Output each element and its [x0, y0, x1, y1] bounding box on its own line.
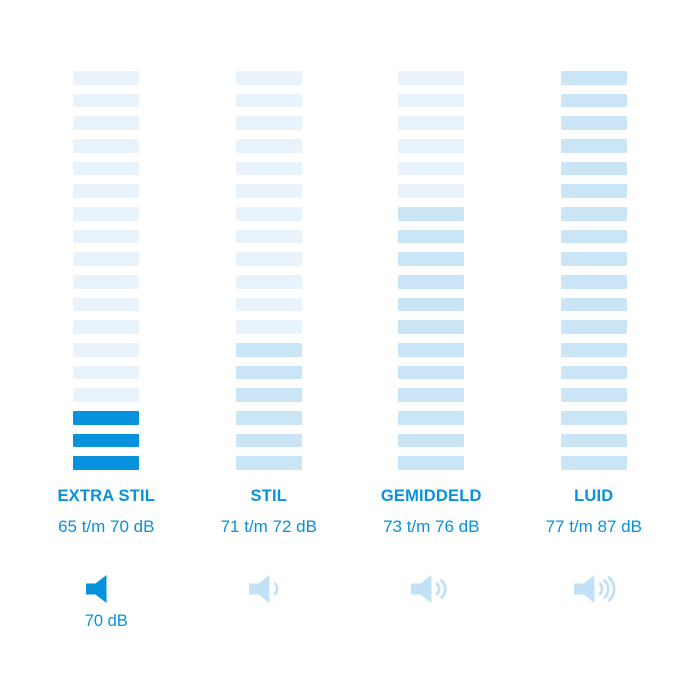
speaker-muted-icon [82, 572, 130, 606]
level-bar-segment [398, 297, 465, 312]
level-bar-segment [235, 456, 302, 470]
level-bar-segment [235, 433, 302, 448]
level-bar-segment [235, 184, 302, 198]
level-bar-segment [560, 343, 627, 357]
level-bar-segment [560, 297, 627, 312]
level-bar-segment [398, 275, 465, 289]
level-bar-segment [560, 229, 627, 244]
noise-level-columns: EXTRA STIL 65 t/m 70 dB 70 dB STIL 71 t/… [0, 71, 700, 631]
db-range-label: 73 t/m 76 dB [383, 517, 480, 536]
speaker-loud-volume-icon [570, 572, 618, 606]
level-bar-segment [73, 229, 140, 244]
level-bar-segment [560, 433, 627, 448]
level-bar-segment [73, 275, 140, 289]
db-range-label: 65 t/m 70 dB [58, 517, 155, 536]
level-bar-segment [73, 139, 140, 153]
level-bar-segment [73, 411, 140, 425]
level-bar-segment [235, 139, 302, 153]
level-bar-segment [398, 184, 465, 198]
column-stil: STIL 71 t/m 72 dB [221, 71, 317, 631]
level-bar-segment [235, 365, 302, 380]
level-bar-segment [73, 93, 140, 108]
category-label: EXTRA STIL [57, 487, 156, 505]
level-bar-segment [560, 71, 627, 85]
level-bar-segment [73, 365, 140, 380]
level-bar-segment [73, 161, 140, 176]
level-bar-segment [73, 184, 140, 198]
category-label: LUID [574, 487, 614, 505]
level-bar-segment [560, 93, 627, 108]
level-bar-segment [398, 161, 465, 176]
level-bar-segment [235, 93, 302, 108]
level-bar-segment [73, 456, 140, 470]
column-gemiddeld: GEMIDDELD 73 t/m 76 dB [381, 71, 481, 631]
level-bar-segment [73, 343, 140, 357]
level-bar-segment [398, 252, 465, 266]
level-bar-segment [73, 116, 140, 130]
level-bar-segment [398, 343, 465, 357]
level-bar-segment [235, 343, 302, 357]
level-bar-segment [235, 161, 302, 176]
level-bar-segment [235, 71, 302, 85]
level-bar-segment [235, 297, 302, 312]
level-bar-segment [73, 320, 140, 334]
level-bar-segment [73, 388, 140, 402]
level-bar-segment [560, 252, 627, 266]
level-bar-segment [235, 411, 302, 425]
level-bar-segment [560, 411, 627, 425]
speaker-medium-volume-icon [407, 572, 455, 606]
level-bar-segment [235, 388, 302, 402]
level-bar-segment [235, 229, 302, 244]
level-bar-segment [398, 116, 465, 130]
level-bar-segment [560, 320, 627, 334]
level-bar-stack [73, 71, 140, 470]
level-bar-segment [398, 411, 465, 425]
level-bar-segment [560, 116, 627, 130]
level-bar-segment [398, 207, 465, 221]
speaker-low-volume-icon [245, 572, 293, 606]
level-bar-segment [73, 433, 140, 448]
level-bar-segment [73, 252, 140, 266]
db-range-label: 71 t/m 72 dB [220, 517, 317, 536]
category-label: GEMIDDELD [380, 487, 482, 505]
level-bar-segment [398, 93, 465, 108]
category-label: STIL [250, 487, 288, 505]
level-bar-segment [398, 365, 465, 380]
level-bar-segment [560, 388, 627, 402]
level-bar-segment [398, 433, 465, 448]
level-bar-segment [560, 365, 627, 380]
level-bar-segment [73, 207, 140, 221]
level-bar-segment [560, 456, 627, 470]
level-bar-segment [398, 388, 465, 402]
level-bar-segment [398, 229, 465, 244]
level-bar-segment [398, 71, 465, 85]
level-bar-segment [560, 161, 627, 176]
level-bar-stack [235, 71, 302, 470]
db-range-label: 77 t/m 87 dB [545, 517, 642, 536]
selected-db-caption: 70 dB [84, 612, 128, 630]
level-bar-segment [235, 320, 302, 334]
level-bar-segment [73, 71, 140, 85]
level-bar-segment [73, 297, 140, 312]
level-bar-segment [560, 139, 627, 153]
level-bar-stack [560, 71, 627, 470]
level-bar-segment [398, 456, 465, 470]
column-luid: LUID 77 t/m 87 dB [546, 71, 642, 631]
level-bar-segment [398, 320, 465, 334]
level-bar-segment [398, 139, 465, 153]
column-extra-stil: EXTRA STIL 65 t/m 70 dB 70 dB [57, 71, 155, 631]
level-bar-stack [398, 71, 465, 470]
level-bar-segment [235, 275, 302, 289]
level-bar-segment [235, 116, 302, 130]
level-bar-segment [560, 275, 627, 289]
level-bar-segment [235, 207, 302, 221]
level-bar-segment [560, 184, 627, 198]
level-bar-segment [235, 252, 302, 266]
level-bar-segment [560, 207, 627, 221]
